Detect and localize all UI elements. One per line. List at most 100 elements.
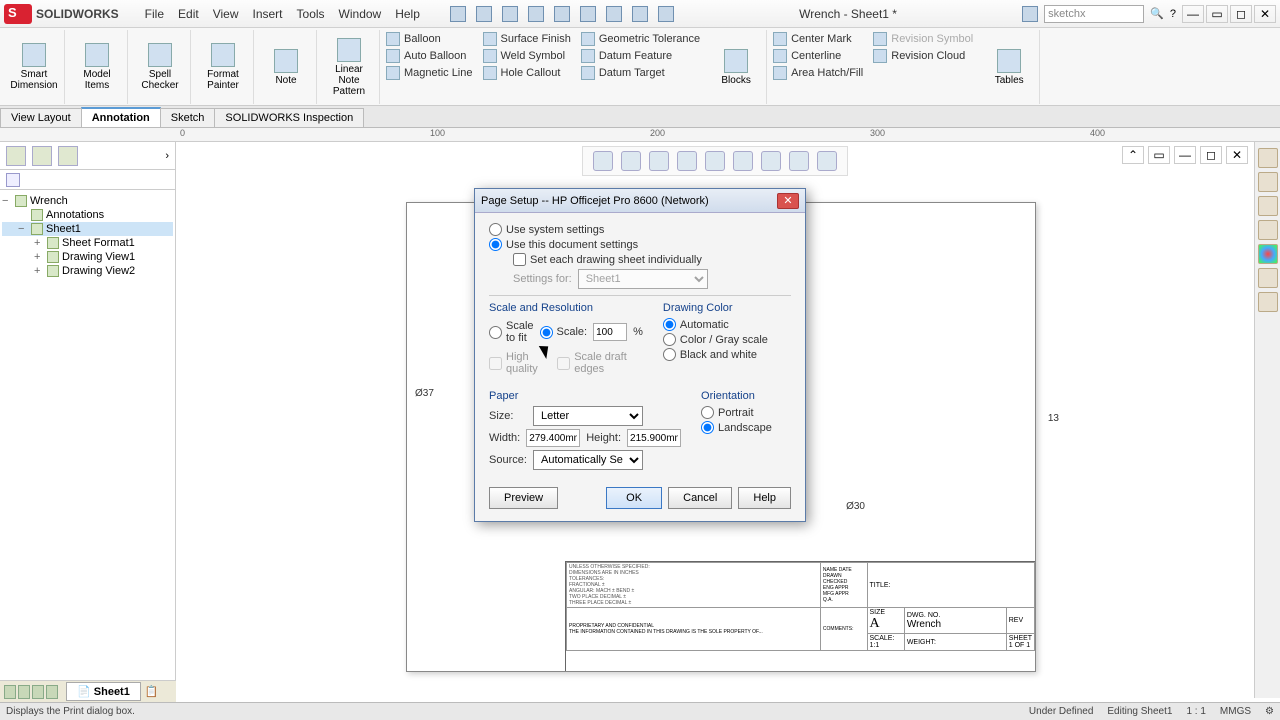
- search-icon[interactable]: 🔍: [1150, 7, 1164, 20]
- tree-sheet1[interactable]: −Sheet1: [2, 222, 173, 236]
- geometric-tolerance-button[interactable]: Geometric Tolerance: [581, 32, 700, 46]
- dialog-close-button[interactable]: ✕: [777, 193, 799, 209]
- feature-tree-icon[interactable]: [6, 146, 26, 166]
- display-style-icon[interactable]: [733, 151, 753, 171]
- area-hatch-button[interactable]: Area Hatch/Fill: [773, 66, 863, 80]
- hide-show-icon[interactable]: [761, 151, 781, 171]
- status-units[interactable]: MMGS: [1220, 706, 1251, 717]
- zoom-fit-icon[interactable]: [593, 151, 613, 171]
- forum-icon[interactable]: [1258, 292, 1278, 312]
- rebuild-icon[interactable]: [606, 6, 622, 22]
- color-bw-radio[interactable]: Black and white: [663, 348, 791, 361]
- zoom-area-icon[interactable]: [621, 151, 641, 171]
- custom-props-icon[interactable]: [1258, 268, 1278, 288]
- design-library-icon[interactable]: [1258, 172, 1278, 192]
- maximize-button[interactable]: ◻: [1230, 5, 1252, 23]
- close-button[interactable]: ✕: [1254, 5, 1276, 23]
- restore-button[interactable]: ▭: [1206, 5, 1228, 23]
- set-each-sheet-checkbox[interactable]: Set each drawing sheet individually: [513, 253, 791, 266]
- select-icon[interactable]: [580, 6, 596, 22]
- datum-feature-button[interactable]: Datum Feature: [581, 49, 700, 63]
- datum-target-button[interactable]: Datum Target: [581, 66, 700, 80]
- scale-radio[interactable]: Scale:: [540, 326, 588, 339]
- tree-drawing-view1[interactable]: +Drawing View1: [2, 250, 173, 264]
- ok-button[interactable]: OK: [606, 487, 662, 509]
- landscape-radio[interactable]: Landscape: [701, 421, 791, 434]
- minimize-button[interactable]: —: [1182, 5, 1204, 23]
- status-settings-icon[interactable]: ⚙: [1265, 706, 1274, 717]
- rotate-icon[interactable]: [705, 151, 725, 171]
- new-icon[interactable]: [450, 6, 466, 22]
- filter-icon[interactable]: [6, 173, 20, 187]
- spell-checker-button[interactable]: SpellChecker: [136, 43, 184, 91]
- settings-icon[interactable]: [658, 6, 674, 22]
- resources-icon[interactable]: [1258, 148, 1278, 168]
- edit-appearance-icon[interactable]: [789, 151, 809, 171]
- status-scale[interactable]: 1 : 1: [1186, 706, 1205, 717]
- open-icon[interactable]: [476, 6, 492, 22]
- tab-annotation[interactable]: Annotation: [81, 107, 161, 127]
- sheet-nav-prev-icon[interactable]: [18, 685, 30, 699]
- doc-collapse-icon[interactable]: ⌃: [1122, 146, 1144, 164]
- tree-root[interactable]: −Wrench: [2, 194, 173, 208]
- surface-finish-button[interactable]: Surface Finish: [483, 32, 571, 46]
- file-explorer-icon[interactable]: [1258, 196, 1278, 216]
- use-document-radio[interactable]: Use this document settings: [489, 238, 791, 251]
- sheet-nav-next-icon[interactable]: [32, 685, 44, 699]
- linear-note-pattern-button[interactable]: LinearNotePattern: [325, 38, 373, 97]
- options-icon[interactable]: [632, 6, 648, 22]
- width-input[interactable]: [526, 429, 580, 447]
- note-button[interactable]: Note: [262, 49, 310, 86]
- preview-button[interactable]: Preview: [489, 487, 558, 509]
- tab-view-layout[interactable]: View Layout: [0, 108, 82, 127]
- menu-view[interactable]: View: [213, 7, 239, 21]
- use-system-radio[interactable]: Use system settings: [489, 223, 791, 236]
- revision-cloud-button[interactable]: Revision Cloud: [873, 49, 973, 63]
- doc-minimize-icon[interactable]: —: [1174, 146, 1196, 164]
- tab-sketch[interactable]: Sketch: [160, 108, 216, 127]
- view-palette-icon[interactable]: [1258, 220, 1278, 240]
- help-button[interactable]: Help: [738, 487, 791, 509]
- help-icon[interactable]: ?: [1170, 8, 1176, 20]
- menu-file[interactable]: File: [145, 7, 164, 21]
- tree-annotations[interactable]: Annotations: [2, 208, 173, 222]
- model-items-button[interactable]: ModelItems: [73, 43, 121, 91]
- search-input[interactable]: [1044, 5, 1144, 23]
- cancel-button[interactable]: Cancel: [668, 487, 732, 509]
- tree-drawing-view2[interactable]: +Drawing View2: [2, 264, 173, 278]
- dialog-titlebar[interactable]: Page Setup -- HP Officejet Pro 8600 (Net…: [475, 189, 805, 213]
- apply-scene-icon[interactable]: [817, 151, 837, 171]
- menu-tools[interactable]: Tools: [297, 7, 325, 21]
- tab-solidworks-inspection[interactable]: SOLIDWORKS Inspection: [214, 108, 364, 127]
- save-icon[interactable]: [502, 6, 518, 22]
- format-painter-button[interactable]: FormatPainter: [199, 43, 247, 91]
- doc-close-icon[interactable]: ✕: [1226, 146, 1248, 164]
- paper-source-select[interactable]: Automatically Select: [533, 450, 643, 470]
- print-icon[interactable]: [528, 6, 544, 22]
- balloon-button[interactable]: Balloon: [386, 32, 473, 46]
- panel-expand-icon[interactable]: ›: [165, 150, 169, 162]
- search-scope-icon[interactable]: [1022, 6, 1038, 22]
- centerline-button[interactable]: Centerline: [773, 49, 863, 63]
- hole-callout-button[interactable]: Hole Callout: [483, 66, 571, 80]
- weld-symbol-button[interactable]: Weld Symbol: [483, 49, 571, 63]
- color-auto-radio[interactable]: Automatic: [663, 318, 791, 331]
- portrait-radio[interactable]: Portrait: [701, 406, 791, 419]
- smart-dimension-button[interactable]: SmartDimension: [10, 43, 58, 91]
- menu-edit[interactable]: Edit: [178, 7, 199, 21]
- appearances-icon[interactable]: [1258, 244, 1278, 264]
- doc-restore-icon[interactable]: ▭: [1148, 146, 1170, 164]
- scale-value-input[interactable]: [593, 323, 627, 341]
- menu-help[interactable]: Help: [395, 7, 420, 21]
- sheet-tab-sheet1[interactable]: 📄 Sheet1: [66, 682, 141, 701]
- menu-insert[interactable]: Insert: [253, 7, 283, 21]
- sheet-nav-first-icon[interactable]: [4, 685, 16, 699]
- tables-button[interactable]: Tables: [985, 49, 1033, 86]
- section-view-icon[interactable]: [677, 151, 697, 171]
- magnetic-line-button[interactable]: Magnetic Line: [386, 66, 473, 80]
- paper-size-select[interactable]: Letter: [533, 406, 643, 426]
- color-gray-radio[interactable]: Color / Gray scale: [663, 333, 791, 346]
- undo-icon[interactable]: [554, 6, 570, 22]
- tree-sheet-format[interactable]: +Sheet Format1: [2, 236, 173, 250]
- auto-balloon-button[interactable]: Auto Balloon: [386, 49, 473, 63]
